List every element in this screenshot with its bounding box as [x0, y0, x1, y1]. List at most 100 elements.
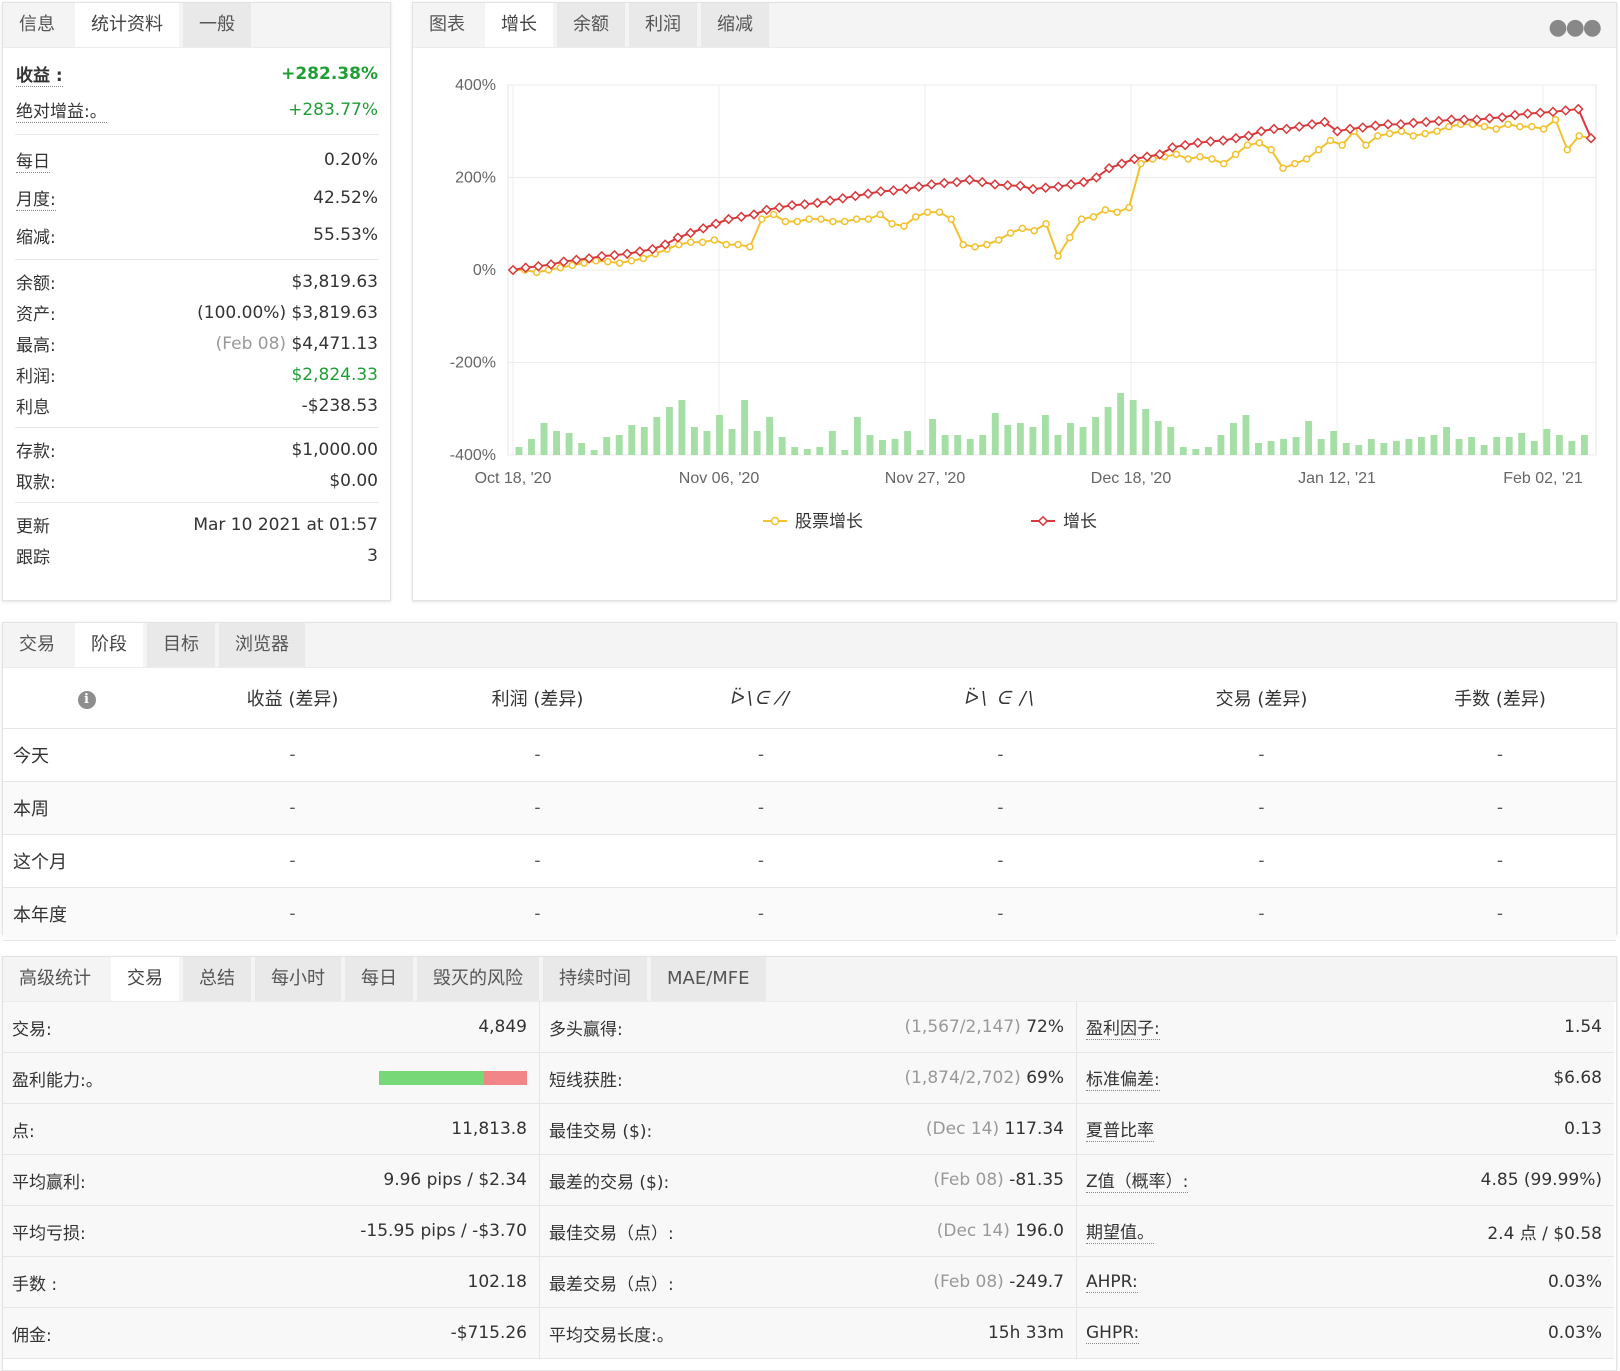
stat-label[interactable]: 盈利因子: — [1086, 1014, 1160, 1040]
tab-trades[interactable]: 交易 — [19, 634, 55, 655]
tab-goals[interactable]: 目标 — [147, 623, 215, 667]
tab-balance[interactable]: 余额 — [557, 3, 625, 47]
table-row: 这个月 - - - - - - — [3, 834, 1616, 888]
y-tick-label: 0% — [473, 262, 496, 279]
series-point — [1065, 179, 1077, 190]
profitability-loss-segment — [484, 1071, 527, 1085]
series-point — [1243, 141, 1252, 149]
tab-info[interactable]: 信息 — [19, 14, 55, 35]
row-label: 这个月 — [3, 834, 170, 888]
series-point — [596, 250, 608, 262]
volume-bar — [879, 440, 886, 455]
tab-trades[interactable]: 交易 — [111, 957, 179, 1001]
stat-cell: 点: 11,813.8 — [3, 1104, 540, 1155]
tab-drawdown[interactable]: 缩减 — [701, 3, 769, 47]
series-point — [1551, 115, 1560, 124]
volume-bar — [1518, 433, 1526, 455]
legend-marker — [770, 516, 780, 526]
stat-label[interactable]: 夏普比率 — [1086, 1116, 1154, 1142]
tab-risk-of-ruin[interactable]: 毁灭的风险 — [417, 957, 539, 1001]
series-point — [1042, 220, 1050, 228]
periods-panel: 交易 阶段 目标 浏览器 i 收益 (差异) 利润 (差异) ᐇ\ᕮ ⁄/ ᐇ\… — [2, 622, 1617, 941]
stat-value: +282.38% — [281, 64, 378, 84]
info-icon[interactable]: i — [77, 691, 96, 709]
series-point — [761, 204, 772, 216]
series-point — [723, 213, 734, 225]
tab-summary[interactable]: 总结 — [183, 957, 251, 1001]
volume-bar — [991, 413, 999, 455]
stat-label[interactable]: GHPR: — [1086, 1322, 1140, 1344]
series-point — [1445, 122, 1453, 131]
volume-bar — [1317, 439, 1325, 455]
stat-label[interactable]: 绝对增益:。 — [16, 97, 107, 123]
table-cell: - — [1139, 887, 1384, 941]
tab-advanced-statistics[interactable]: 高级统计 — [19, 968, 91, 989]
series-point — [1338, 141, 1346, 149]
series-point — [1374, 132, 1382, 140]
stat-label[interactable]: 收益 : — [16, 61, 63, 87]
tab-chart[interactable]: 图表 — [429, 14, 465, 35]
tab-growth[interactable]: 增长 — [485, 3, 553, 47]
volume-bar — [1380, 443, 1388, 455]
series-point — [1243, 130, 1254, 142]
volume-bar — [590, 450, 598, 455]
tab-statistics[interactable]: 统计资料 — [75, 3, 179, 47]
periods-tabs: 交易 阶段 目标 浏览器 — [3, 623, 1616, 668]
tab-mae-mfe[interactable]: MAE/MFE — [651, 957, 766, 1001]
stat-updated: 更新 Mar 10 2021 at 01:57 — [3, 509, 390, 540]
series-point — [533, 260, 544, 272]
stat-label: 最差的交易 ($): — [549, 1172, 670, 1193]
stat-label[interactable]: Z值（概率）: — [1086, 1167, 1189, 1193]
series-point — [621, 248, 633, 260]
tab-profit[interactable]: 利润 — [629, 3, 697, 47]
series-point — [864, 215, 873, 223]
series-point — [912, 213, 920, 221]
stat-value-group: (1,874/2,702) 69% — [904, 1068, 1064, 1088]
series-point — [580, 259, 588, 267]
series-point — [1332, 125, 1343, 137]
tab-daily[interactable]: 每日 — [345, 957, 413, 1001]
series-point — [604, 257, 612, 266]
legend-label: 增长 — [1063, 512, 1097, 532]
volume-bar — [866, 435, 874, 455]
series-point — [1433, 127, 1441, 135]
stat-value: 4.85 (99.99%) — [1480, 1170, 1602, 1190]
volume-bar — [678, 400, 686, 455]
volume-bar — [565, 433, 573, 455]
stat-cell: 盈利能力:。 — [3, 1053, 540, 1104]
periods-table: i 收益 (差异) 利润 (差异) ᐇ\ᕮ ⁄/ ᐇ\ ᕮ /\ 交易 (差异)… — [3, 668, 1616, 941]
x-tick-label: Dec 18, '20 — [1091, 470, 1172, 487]
tab-hourly[interactable]: 每小时 — [255, 957, 341, 1001]
series-point — [1208, 155, 1216, 163]
stat-label: 最佳交易（点）: — [549, 1223, 674, 1244]
stat-label[interactable]: 期望值。 — [1086, 1218, 1154, 1244]
series-point — [1314, 146, 1323, 154]
stat-value: 0.13 — [1564, 1119, 1602, 1139]
tab-browser[interactable]: 浏览器 — [219, 623, 305, 667]
table-cell: - — [415, 887, 660, 941]
volume-bar — [1041, 415, 1049, 455]
series-point — [583, 253, 595, 264]
volume-bar — [1305, 421, 1313, 455]
stat-label[interactable]: 每日 — [16, 147, 50, 173]
stat-sub: (Dec 14) — [936, 1221, 1010, 1241]
table-row: 本周 - - - - - - — [3, 781, 1616, 835]
tab-periods[interactable]: 阶段 — [75, 623, 143, 667]
volume-bar — [1217, 435, 1225, 455]
series-point — [1408, 117, 1419, 129]
volume-bar — [1079, 427, 1087, 455]
series-point — [793, 217, 802, 226]
stat-value: $6.68 — [1553, 1068, 1602, 1088]
stat-label[interactable]: 月度: — [16, 185, 56, 211]
stat-cell: 多头赢得: (1,567/2,147) 72% — [540, 1002, 1077, 1053]
series-point — [812, 197, 823, 209]
column-header: 交易 (差异) — [1139, 668, 1384, 729]
chart-panel: 图表 增长 余额 利润 缩减 ●●● 400% 200% 0% -200% -400% O… — [412, 2, 1617, 601]
stat-label: 存款: — [16, 442, 56, 462]
more-options-icon[interactable]: ●●● — [1548, 15, 1602, 40]
tab-general[interactable]: 一般 — [183, 3, 251, 47]
stat-label[interactable]: 标准偏差: — [1086, 1065, 1160, 1091]
legend-label: 股票增长 — [795, 512, 863, 532]
tab-duration[interactable]: 持续时间 — [543, 957, 647, 1001]
stat-label[interactable]: AHPR: — [1086, 1271, 1138, 1293]
